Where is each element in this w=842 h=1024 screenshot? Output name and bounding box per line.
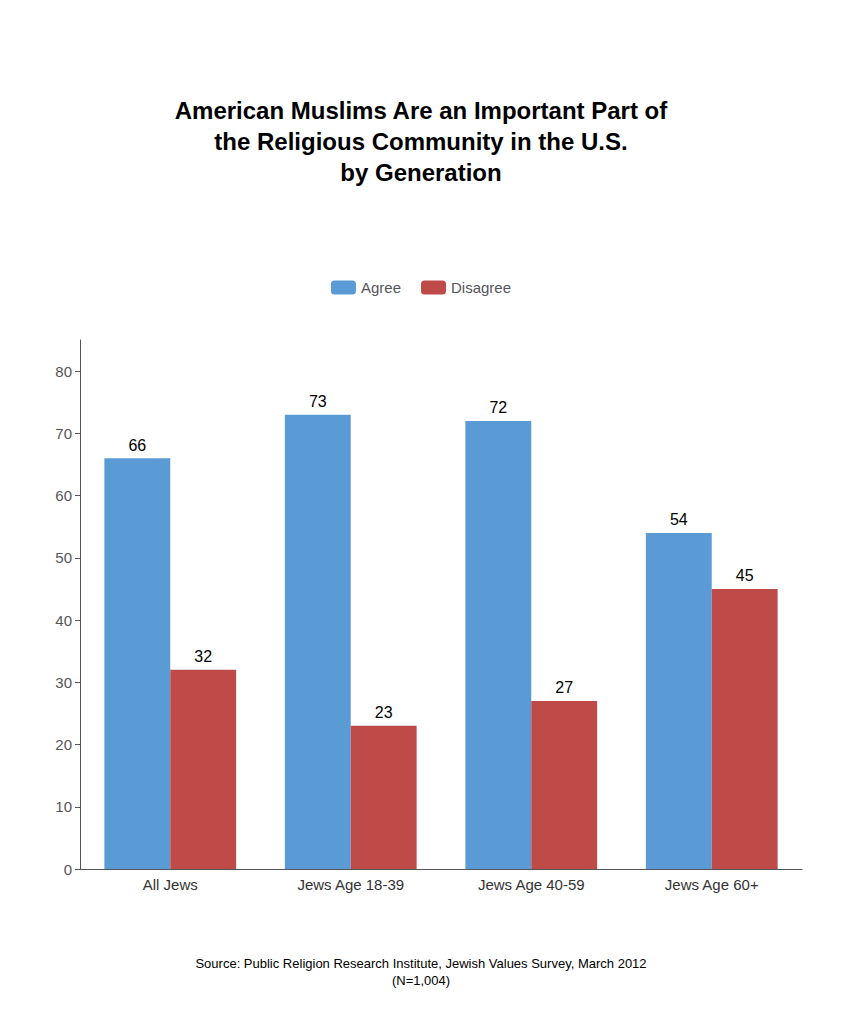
svg-text:60: 60 [55,487,72,504]
svg-text:20: 20 [55,736,72,753]
svg-text:Disagree: Disagree [451,279,511,296]
svg-text:American Muslims Are an Import: American Muslims Are an Important Part o… [175,97,669,124]
svg-text:by Generation: by Generation [340,159,501,186]
svg-text:27: 27 [555,679,573,696]
svg-text:(N=1,004): (N=1,004) [392,973,450,988]
svg-text:50: 50 [55,549,72,566]
svg-text:32: 32 [194,648,212,665]
svg-text:Source: Public Religion Resear: Source: Public Religion Research Institu… [195,956,646,971]
svg-text:Agree: Agree [361,279,401,296]
svg-text:72: 72 [489,399,507,416]
svg-text:Jews Age 40-59: Jews Age 40-59 [478,876,585,893]
svg-text:Jews Age 18-39: Jews Age 18-39 [297,876,404,893]
svg-text:the Religious Community in the: the Religious Community in the U.S. [214,128,627,155]
svg-text:0: 0 [64,861,72,878]
svg-text:23: 23 [375,704,393,721]
svg-text:Jews Age 60+: Jews Age 60+ [665,876,759,893]
svg-text:80: 80 [55,363,72,380]
svg-text:40: 40 [55,612,72,629]
svg-text:54: 54 [670,511,688,528]
svg-text:73: 73 [309,393,327,410]
svg-text:All Jews: All Jews [143,876,198,893]
svg-text:66: 66 [128,437,146,454]
svg-text:30: 30 [55,674,72,691]
svg-text:70: 70 [55,425,72,442]
svg-text:10: 10 [55,798,72,815]
svg-text:45: 45 [736,567,754,584]
